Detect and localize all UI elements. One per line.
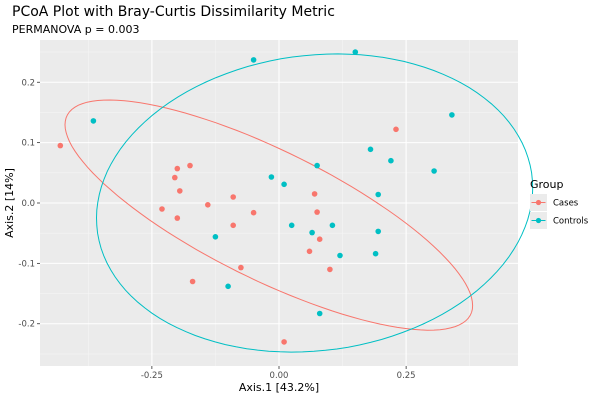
point-controls-16 — [337, 252, 343, 259]
point-controls-6 — [367, 146, 374, 153]
point-cases-15 — [314, 209, 320, 215]
point-controls-9 — [281, 181, 287, 188]
y-tick-label-4: 0.2 — [21, 78, 35, 88]
point-controls-7 — [314, 162, 320, 169]
point-controls-5 — [388, 157, 394, 164]
point-cases-14 — [311, 191, 318, 197]
legend-title: Group — [530, 178, 564, 191]
point-controls-12 — [309, 229, 315, 236]
point-cases-0 — [57, 142, 64, 149]
point-cases-3 — [172, 174, 178, 181]
chart-title: PCoA Plot with Bray-Curtis Dissimilarity… — [12, 4, 335, 20]
point-cases-6 — [174, 215, 181, 221]
point-cases-1 — [174, 165, 181, 172]
point-controls-8 — [268, 174, 275, 180]
point-cases-18 — [327, 266, 333, 273]
legend-point-cases — [535, 199, 542, 206]
x-tick-label-0: -0.25 — [141, 371, 163, 381]
x-axis-title: Axis.1 [43.2%] — [239, 381, 319, 394]
y-tick-label-2: 0.0 — [21, 199, 35, 209]
point-controls-17 — [372, 250, 379, 257]
y-tick-label-3: 0.1 — [21, 139, 35, 149]
y-axis-ticks: -0.2 -0.1 0.0 0.1 0.2 — [18, 78, 40, 330]
point-controls-13 — [329, 222, 336, 229]
point-controls-11 — [288, 222, 295, 229]
legend-item-cases: Cases — [530, 194, 579, 211]
point-cases-8 — [230, 194, 236, 200]
point-controls-2 — [352, 49, 359, 55]
legend-point-controls — [535, 217, 542, 224]
point-cases-5 — [159, 206, 165, 212]
chart-subtitle: PERMANOVA p = 0.003 — [12, 23, 139, 36]
point-cases-11 — [238, 264, 244, 271]
point-controls-4 — [431, 168, 437, 174]
legend-label-controls: Controls — [553, 217, 589, 227]
ellipse-cases — [64, 99, 474, 331]
point-controls-1 — [250, 57, 257, 63]
y-axis-title: Axis.2 [14%] — [3, 168, 16, 238]
point-cases-12 — [189, 278, 196, 285]
confidence-ellipses — [64, 53, 534, 353]
point-controls-14 — [375, 228, 382, 235]
point-cases-16 — [316, 236, 323, 242]
point-controls-10 — [375, 191, 382, 198]
x-axis-ticks: -0.25 0.00 0.25 — [141, 366, 416, 381]
ellipse-controls — [95, 53, 534, 353]
point-cases-17 — [306, 248, 313, 255]
point-controls-15 — [212, 234, 219, 240]
legend-item-controls: Controls — [530, 212, 589, 229]
grid-lines — [40, 40, 518, 366]
point-cases-9 — [230, 222, 236, 229]
x-tick-label-1: 0.00 — [270, 371, 289, 381]
legend-label-cases: Cases — [553, 199, 579, 209]
point-cases-10 — [250, 209, 257, 216]
y-tick-label-0: -0.2 — [18, 320, 35, 330]
point-cases-4 — [177, 188, 183, 194]
y-tick-label-1: -0.1 — [18, 259, 35, 269]
point-cases-2 — [187, 162, 193, 169]
point-cases-7 — [205, 202, 211, 208]
point-controls-19 — [316, 310, 323, 317]
point-controls-18 — [225, 283, 231, 290]
point-cases-19 — [393, 126, 399, 133]
data-points — [57, 49, 455, 345]
legend: Group Cases Controls — [530, 178, 589, 229]
point-cases-13 — [281, 339, 287, 345]
x-tick-label-2: 0.25 — [397, 371, 416, 381]
point-controls-3 — [449, 112, 455, 118]
point-controls-0 — [90, 118, 97, 124]
